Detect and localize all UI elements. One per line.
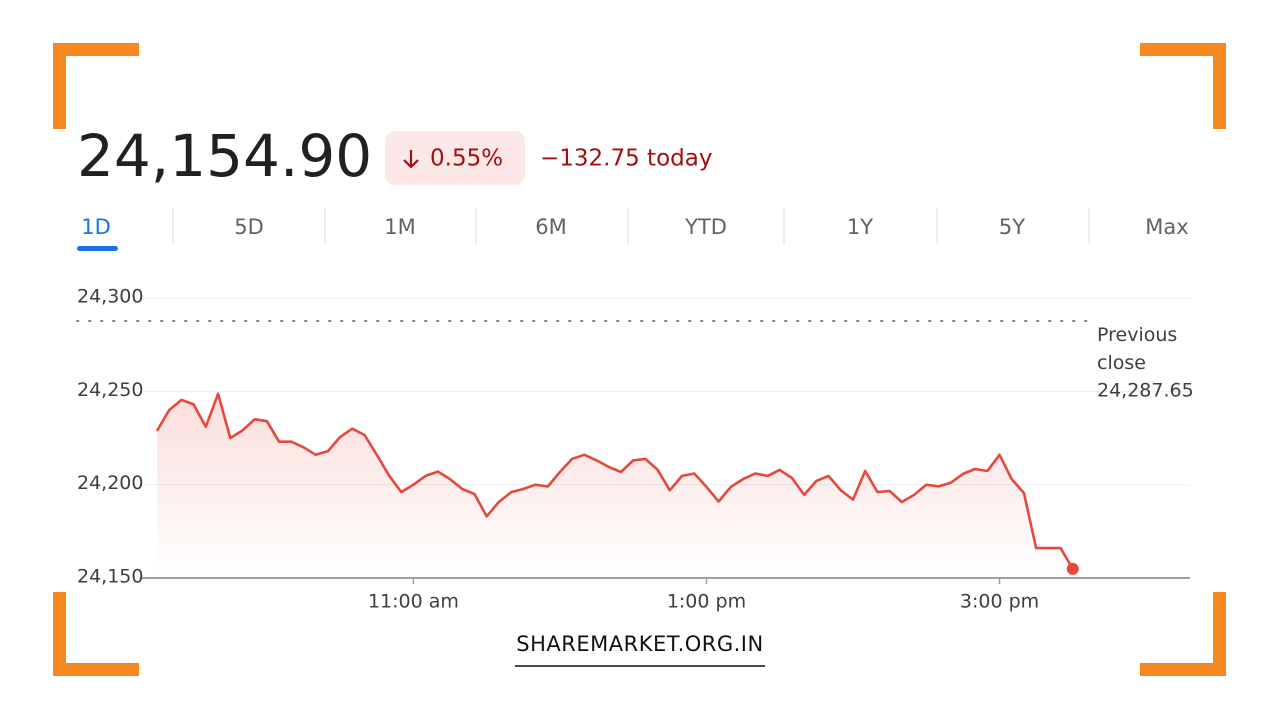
tab[interactable]: 1M xyxy=(384,215,415,239)
tab-indicator xyxy=(77,246,118,251)
y-tick-label: 24,150 xyxy=(77,566,143,588)
y-tick-label: 24,250 xyxy=(77,379,143,401)
tab[interactable]: YTD xyxy=(684,215,727,239)
y-tick-label: 24,200 xyxy=(77,472,143,494)
price: 24,154.90 xyxy=(77,122,372,190)
footer: SHAREMARKET.ORG.IN xyxy=(516,632,763,656)
tab[interactable]: 5D xyxy=(234,215,264,239)
y-tick-label: 24,300 xyxy=(77,286,143,308)
previous-close-value: 24,287.65 xyxy=(1097,380,1194,402)
tab-bar: 1D 5D 1M 6M YTD 1Y 5Y Max xyxy=(81,208,1189,244)
previous-close-label: Previous close xyxy=(1097,324,1177,374)
corner-brackets xyxy=(53,43,1226,676)
price-line xyxy=(155,392,1074,570)
change-percent: 0.55% xyxy=(430,146,503,172)
last-point xyxy=(1066,562,1079,575)
area-fill xyxy=(157,393,1073,578)
x-tick-label: 11:00 am xyxy=(368,591,459,613)
tab[interactable]: 5Y xyxy=(999,215,1025,239)
tab[interactable]: 1Y xyxy=(847,215,873,239)
x-tick-label: 1:00 pm xyxy=(667,591,746,613)
tab[interactable]: 1D xyxy=(81,215,111,239)
x-tick-label: 3:00 pm xyxy=(960,591,1039,613)
chart: 24,150 24,200 24,250 24,300 11:00 am 1:00 pm 3… xyxy=(76,286,1194,613)
change-amount: −132.75 today xyxy=(540,146,712,172)
change-badge xyxy=(385,131,525,185)
tab[interactable]: 6M xyxy=(535,215,566,239)
down-arrow xyxy=(403,150,419,169)
tab[interactable]: Max xyxy=(1145,215,1188,239)
